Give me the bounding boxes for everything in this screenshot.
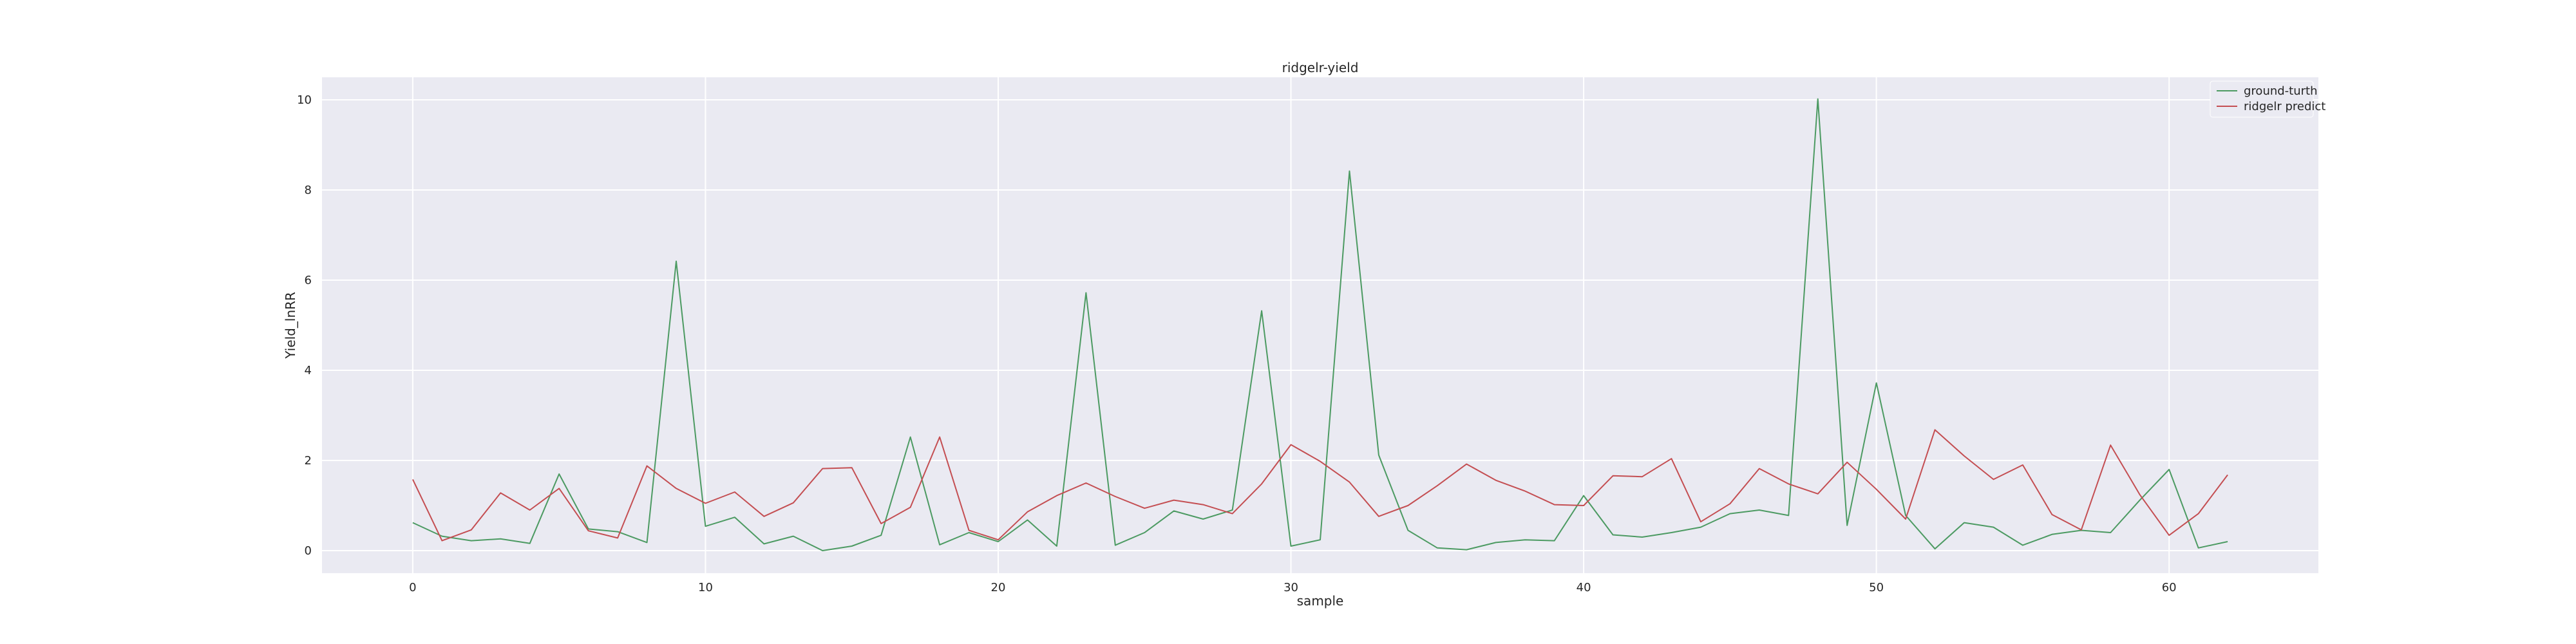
series-layer xyxy=(412,98,2228,551)
y-gridlines xyxy=(322,99,2318,551)
x-tick-label: 60 xyxy=(2162,581,2177,594)
legend: ground-turth ridgelr predict xyxy=(2210,80,2325,118)
x-tick-label: 10 xyxy=(698,581,713,594)
x-tick-labels: 0 10 20 30 40 50 60 xyxy=(409,581,2176,594)
y-tick-label: 0 xyxy=(305,544,312,558)
x-tick-label: 40 xyxy=(1577,581,1591,594)
series-line-ridgelr-predict xyxy=(412,429,2228,542)
y-tick-label: 4 xyxy=(305,364,312,377)
plot-background xyxy=(322,77,2318,573)
y-tick-label: 6 xyxy=(305,274,312,287)
y-axis-label: Yield_lnRR xyxy=(283,292,298,359)
legend-label-ground-turth: ground-turth xyxy=(2244,84,2318,98)
y-tick-label: 10 xyxy=(297,93,312,107)
legend-label-ridgelr-predict: ridgelr predict xyxy=(2244,100,2325,113)
series-line-ground-turth xyxy=(412,98,2228,551)
x-gridlines xyxy=(412,77,2170,573)
chart-title: ridgelr-yield xyxy=(1282,60,1359,75)
y-tick-label: 2 xyxy=(305,454,312,468)
y-tick-labels: 0 2 4 6 8 10 xyxy=(297,93,312,558)
y-tick-label: 8 xyxy=(305,184,312,197)
x-tick-label: 30 xyxy=(1283,581,1298,594)
x-axis-label: sample xyxy=(1297,593,1344,609)
x-tick-label: 20 xyxy=(991,581,1006,594)
x-tick-label: 0 xyxy=(409,581,416,594)
x-tick-label: 50 xyxy=(1869,581,1884,594)
